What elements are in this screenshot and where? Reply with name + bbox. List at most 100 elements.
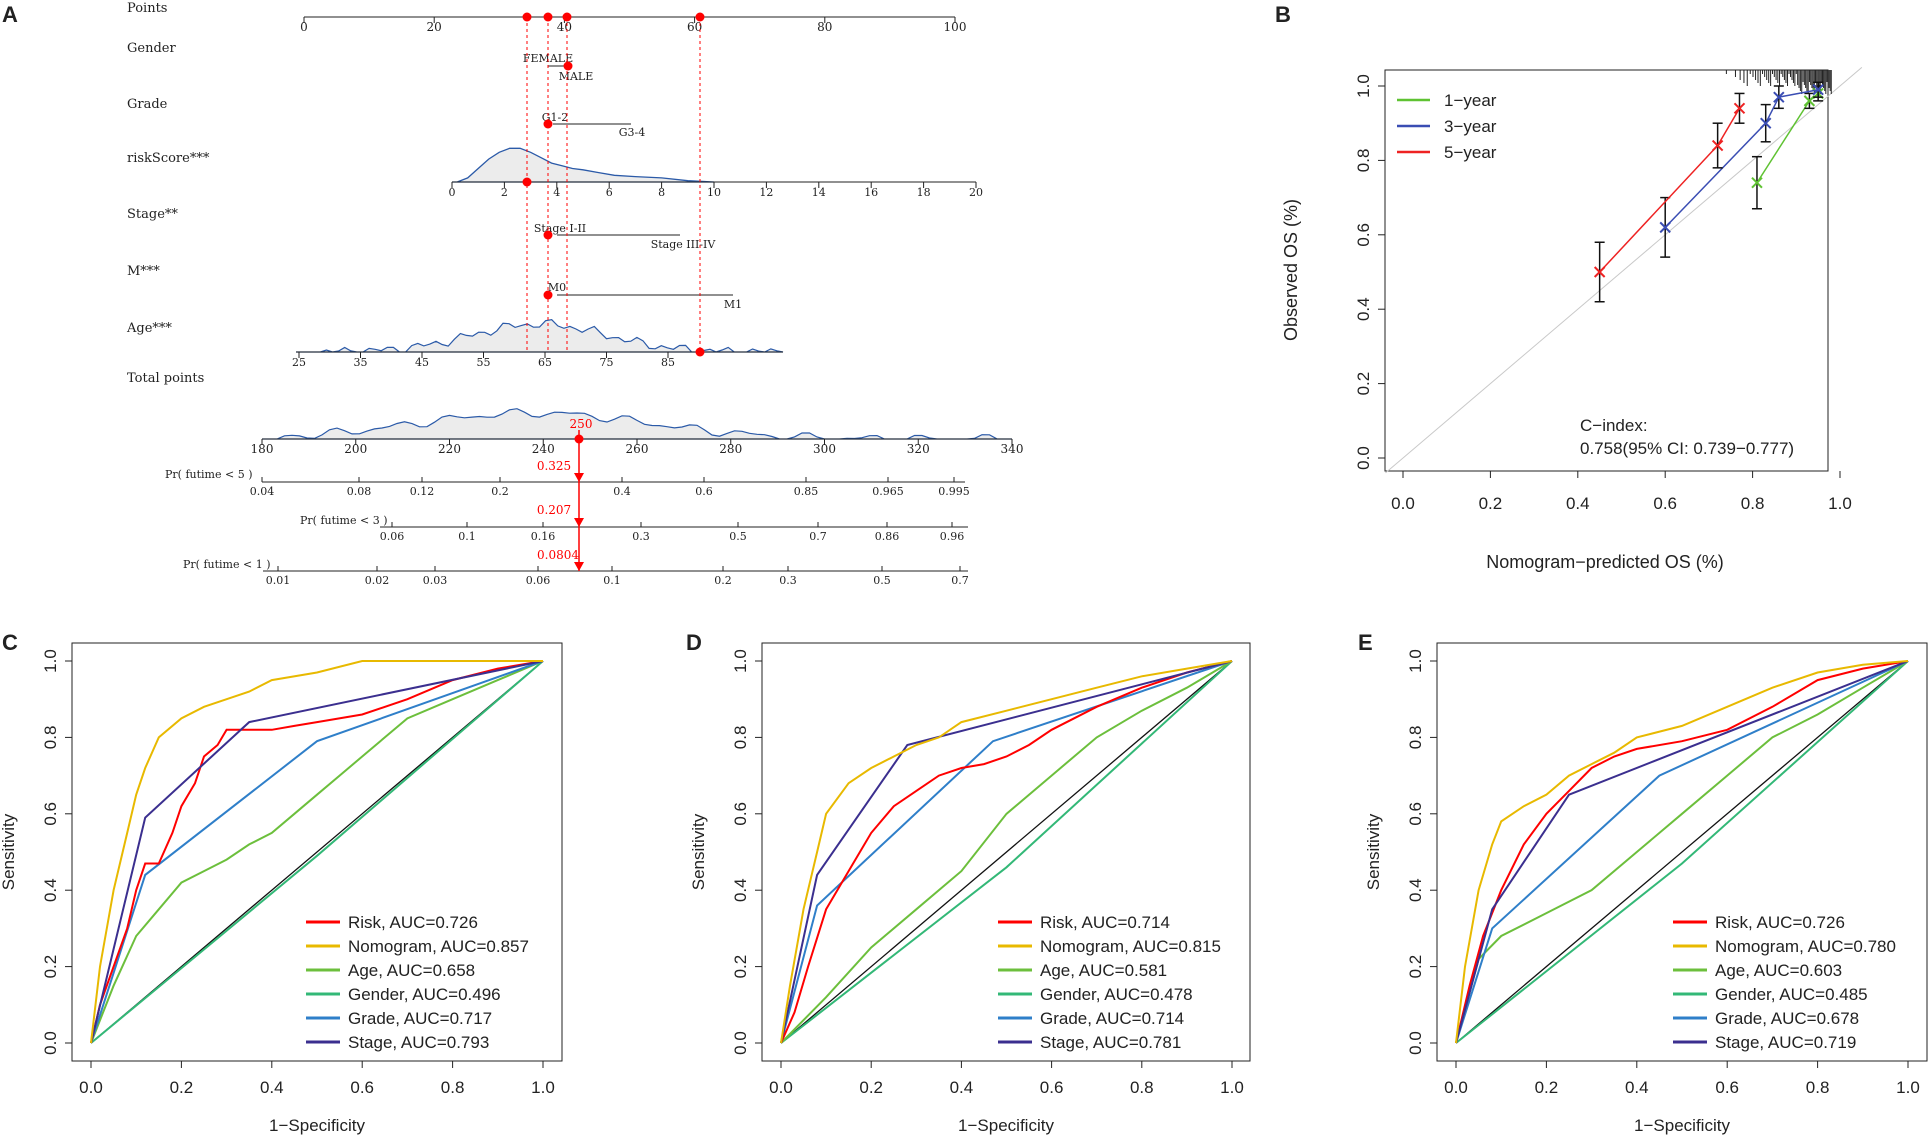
nomogram-var-label: Grade — [127, 97, 168, 112]
roc-d-curve-stage — [780, 660, 1233, 1044]
calibration-x-label: Nomogram−predicted OS (%) — [1486, 552, 1724, 572]
total-points-tick-label: 180 — [251, 442, 274, 456]
calibration-point — [1593, 266, 1606, 278]
roc-c-curve-stage — [90, 660, 544, 1044]
roc-d-x-tick-label: 0.8 — [1130, 1078, 1154, 1097]
prob1-tick-label: 0.06 — [526, 574, 551, 587]
calibration-y-tick-label: 0.0 — [1354, 446, 1373, 470]
panel-label-a: A — [2, 2, 18, 27]
prob5-tick-label: 0.08 — [347, 485, 372, 498]
roc-c-legend-label: Nomogram, AUC=0.857 — [348, 937, 529, 956]
gender-level-male: MALE — [559, 70, 594, 83]
calibration-line-1 — [1765, 96, 1780, 124]
nomogram-var-label: Total points — [127, 371, 204, 386]
roc-d-legend-label: Nomogram, AUC=0.815 — [1040, 937, 1221, 956]
variable-marker — [543, 230, 553, 240]
variable-marker — [543, 119, 553, 129]
roc-c-legend-label: Stage, AUC=0.793 — [348, 1033, 489, 1052]
panel-label-d: D — [686, 630, 702, 655]
points-tick-label: 60 — [687, 20, 702, 34]
roc-e-curve-gender — [1455, 660, 1909, 1044]
roc-d-x-label: 1−Specificity — [958, 1116, 1054, 1135]
roc-c-legend-label: Gender, AUC=0.496 — [348, 985, 501, 1004]
calibration-y-tick-label: 0.4 — [1354, 297, 1373, 321]
riskscore-tick-label: 16 — [864, 186, 878, 199]
roc-c-y-tick-label: 0.6 — [41, 802, 60, 826]
total-points-tick-label: 220 — [438, 442, 461, 456]
age-tick-label: 45 — [415, 356, 429, 369]
calibration-point — [1751, 177, 1763, 189]
roc-e-x-tick-label: 0.6 — [1715, 1078, 1739, 1097]
prob1-tick-label: 0.02 — [365, 574, 390, 587]
calibration-point — [1711, 139, 1724, 152]
prob3-tick-label: 0.3 — [632, 530, 650, 543]
roc-e-x-tick-label: 0.0 — [1444, 1078, 1468, 1097]
riskscore-tick-label: 0 — [449, 186, 456, 199]
m-level-0: M0 — [548, 281, 566, 294]
riskscore-density — [452, 147, 715, 183]
calibration-x-tick-label: 0.8 — [1741, 494, 1765, 513]
prob3-tick-label: 0.06 — [380, 530, 405, 543]
stage-level-1: Stage I-II — [534, 222, 586, 235]
calibration-x-tick-label: 0.6 — [1653, 494, 1677, 513]
prob3-label: Pr( futime < 3 ) — [300, 514, 387, 527]
prob5-tick-label: 0.6 — [695, 485, 713, 498]
total-points-tick-label: 300 — [813, 442, 836, 456]
calibration-legend-label: 5−year — [1444, 143, 1497, 162]
riskscore-tick-label: 12 — [759, 186, 773, 199]
roc-e-y-tick-label: 0.2 — [1406, 955, 1425, 979]
prob1-tick-label: 0.03 — [423, 574, 448, 587]
total-points-tick-label: 340 — [1001, 442, 1024, 456]
roc-c-x-tick-label: 1.0 — [531, 1078, 555, 1097]
roc-d-legend-label: Grade, AUC=0.714 — [1040, 1009, 1184, 1028]
roc-c-x-label: 1−Specificity — [269, 1116, 365, 1135]
prob5-tick-label: 0.12 — [410, 485, 435, 498]
grade-level-2: G3-4 — [619, 126, 646, 139]
prob1-tick-label: 0.3 — [779, 574, 797, 587]
prob1-tick-label: 0.5 — [873, 574, 891, 587]
roc-c-legend-label: Risk, AUC=0.726 — [348, 913, 478, 932]
calibration-line-2 — [1599, 145, 1719, 273]
roc-d-frame — [761, 642, 1251, 1062]
roc-d-x-tick-label: 1.0 — [1220, 1078, 1244, 1097]
totalpoints-density — [262, 408, 1012, 440]
roc-d-curve-gender — [780, 660, 1233, 1044]
riskscore-tick-label: 20 — [969, 186, 983, 199]
total-points-highlight-value: 250 — [570, 417, 593, 431]
prob3-tick-label: 0.5 — [729, 530, 747, 543]
roc-e-legend-label: Age, AUC=0.603 — [1715, 961, 1842, 980]
roc-d-y-label: Sensitivity — [689, 813, 708, 890]
prob3-tick-label: 0.16 — [531, 530, 556, 543]
calibration-ideal-line — [1385, 67, 1863, 474]
total-points-tick-label: 240 — [532, 442, 555, 456]
roc-c-y-tick-label: 0.2 — [41, 955, 60, 979]
roc-c-legend-label: Grade, AUC=0.717 — [348, 1009, 492, 1028]
panel-label-c: C — [2, 630, 18, 655]
nomogram-var-label: M*** — [127, 264, 160, 279]
prob5-highlight-value: 0.325 — [537, 459, 571, 473]
roc-e-y-tick-label: 0.8 — [1406, 726, 1425, 750]
roc-e-legend-label: Gender, AUC=0.485 — [1715, 985, 1868, 1004]
calibration-line-1 — [1778, 88, 1819, 98]
calibration-x-tick-label: 0.0 — [1391, 494, 1415, 513]
prob5-tick-label: 0.2 — [491, 485, 509, 498]
roc-c-curve-risk — [90, 660, 544, 1044]
roc-c-legend-label: Age, AUC=0.658 — [348, 961, 475, 980]
roc-e-x-tick-label: 0.8 — [1806, 1078, 1830, 1097]
cindex-label: C−index: — [1580, 416, 1648, 435]
cindex-value: 0.758(95% CI: 0.739−0.777) — [1580, 439, 1794, 458]
roc-d-legend-label: Stage, AUC=0.781 — [1040, 1033, 1181, 1052]
roc-d-legend-label: Gender, AUC=0.478 — [1040, 985, 1193, 1004]
roc-e-y-tick-label: 0.0 — [1406, 1031, 1425, 1055]
roc-d-curve-nomogram — [780, 660, 1233, 1044]
roc-d-legend-label: Risk, AUC=0.714 — [1040, 913, 1170, 932]
roc-d-x-tick-label: 0.6 — [1040, 1078, 1064, 1097]
roc-d-y-tick-label: 0.6 — [731, 802, 750, 826]
prob3-tick-label: 0.96 — [940, 530, 965, 543]
age-tick-label: 65 — [538, 356, 552, 369]
calibration-plot-frame — [1384, 69, 1829, 472]
roc-c-y-label: Sensitivity — [0, 813, 18, 890]
total-points-tick-label: 200 — [344, 442, 367, 456]
roc-e-curve-age — [1455, 660, 1909, 1044]
roc-c-x-tick-label: 0.6 — [350, 1078, 374, 1097]
